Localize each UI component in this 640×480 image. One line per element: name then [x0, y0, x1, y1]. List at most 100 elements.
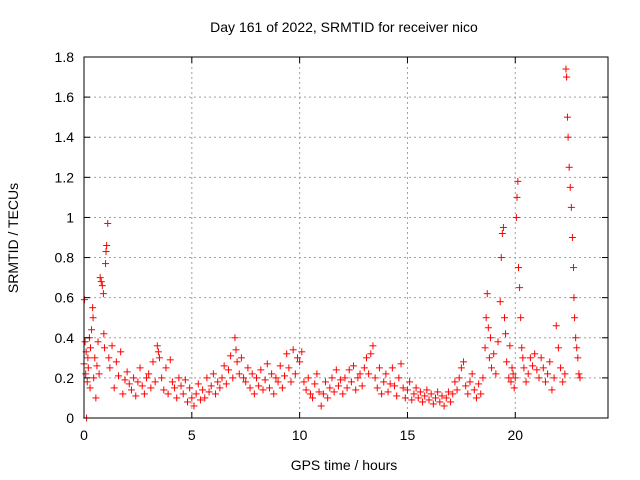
data-point: [313, 370, 321, 378]
data-point: [88, 326, 96, 334]
data-point: [162, 364, 170, 372]
data-point: [311, 380, 319, 388]
y-tick-label: 0.4: [55, 330, 75, 346]
data-point: [270, 390, 278, 398]
data-point: [123, 368, 131, 376]
data-point: [115, 372, 123, 380]
data-point: [253, 374, 261, 382]
data-point: [533, 366, 541, 374]
data-point: [421, 392, 429, 400]
data-point: [136, 364, 144, 372]
data-point: [529, 362, 537, 370]
data-point: [218, 374, 226, 382]
data-point: [330, 388, 338, 396]
data-point: [91, 354, 99, 362]
data-point: [328, 374, 336, 382]
data-point: [482, 314, 490, 322]
x-tick-label: 0: [80, 427, 88, 443]
data-point: [105, 354, 113, 362]
data-point: [190, 402, 198, 410]
y-tick-label: 1.6: [55, 89, 75, 105]
data-point: [343, 384, 351, 392]
data-point: [416, 388, 424, 396]
data-point: [447, 398, 455, 406]
data-point: [524, 370, 532, 378]
data-point: [496, 298, 504, 306]
x-tick-label: 15: [400, 427, 416, 443]
data-point: [84, 364, 92, 372]
data-point: [268, 370, 276, 378]
data-point: [492, 370, 500, 378]
data-point: [472, 394, 480, 402]
x-axis-title: GPS time / hours: [291, 457, 398, 473]
data-point: [196, 396, 204, 404]
data-point: [395, 374, 403, 382]
data-point: [324, 394, 332, 402]
data-point: [90, 374, 98, 382]
y-tick-label: 1.2: [55, 169, 75, 185]
data-point: [151, 378, 159, 386]
data-point: [231, 334, 239, 342]
data-point: [237, 354, 245, 362]
data-point: [371, 374, 379, 382]
data-point: [272, 374, 280, 382]
data-point: [511, 374, 519, 382]
data-point: [104, 219, 112, 227]
data-point: [119, 390, 127, 398]
data-point: [155, 354, 163, 362]
data-point: [384, 388, 392, 396]
data-point: [500, 314, 508, 322]
data-point: [488, 364, 496, 372]
data-point: [149, 358, 157, 366]
data-point: [173, 394, 181, 402]
data-point: [550, 374, 558, 382]
plot-frame: [83, 56, 609, 419]
data-point: [186, 384, 194, 392]
data-point: [434, 388, 442, 396]
data-point: [171, 384, 179, 392]
data-point: [499, 223, 507, 231]
data-point: [510, 384, 518, 392]
data-point: [158, 374, 166, 382]
chart-title: Day 161 of 2022, SRMTID for receiver nic…: [210, 19, 478, 35]
y-tick-label: 1: [66, 209, 74, 225]
data-point: [145, 370, 153, 378]
data-point: [507, 378, 515, 386]
data-point: [227, 352, 235, 360]
data-point: [468, 370, 476, 378]
data-point: [164, 390, 172, 398]
data-point: [201, 394, 209, 402]
data-point: [248, 370, 256, 378]
data-point: [520, 364, 528, 372]
data-point: [559, 378, 567, 386]
data-point: [508, 364, 516, 372]
data-point: [154, 348, 162, 356]
data-point: [365, 370, 373, 378]
data-point: [512, 213, 520, 221]
data-point: [304, 374, 312, 382]
axes-layer: 0 0.2 0.4 0.6 0.8 1 1.2 1.4 1.6 1.8 0 5 10 15 20: [55, 49, 609, 443]
data-point: [84, 354, 92, 362]
data-point: [96, 274, 104, 282]
data-point: [293, 354, 301, 362]
data-point: [300, 378, 308, 386]
data-point: [401, 394, 409, 402]
data-point: [565, 163, 573, 171]
data-point: [486, 334, 494, 342]
data-point: [220, 362, 228, 370]
data-point: [106, 364, 114, 372]
data-point: [274, 378, 282, 386]
data-point: [483, 290, 491, 298]
data-point: [546, 358, 554, 366]
data-point: [98, 282, 106, 290]
data-point: [490, 350, 498, 358]
data-point: [440, 402, 448, 410]
data-point: [94, 338, 102, 346]
data-point: [375, 364, 383, 372]
data-point: [464, 390, 472, 398]
data-point: [373, 384, 381, 392]
data-point: [513, 193, 521, 201]
data-point: [460, 358, 468, 366]
data-point: [517, 314, 525, 322]
data-point: [516, 284, 524, 292]
